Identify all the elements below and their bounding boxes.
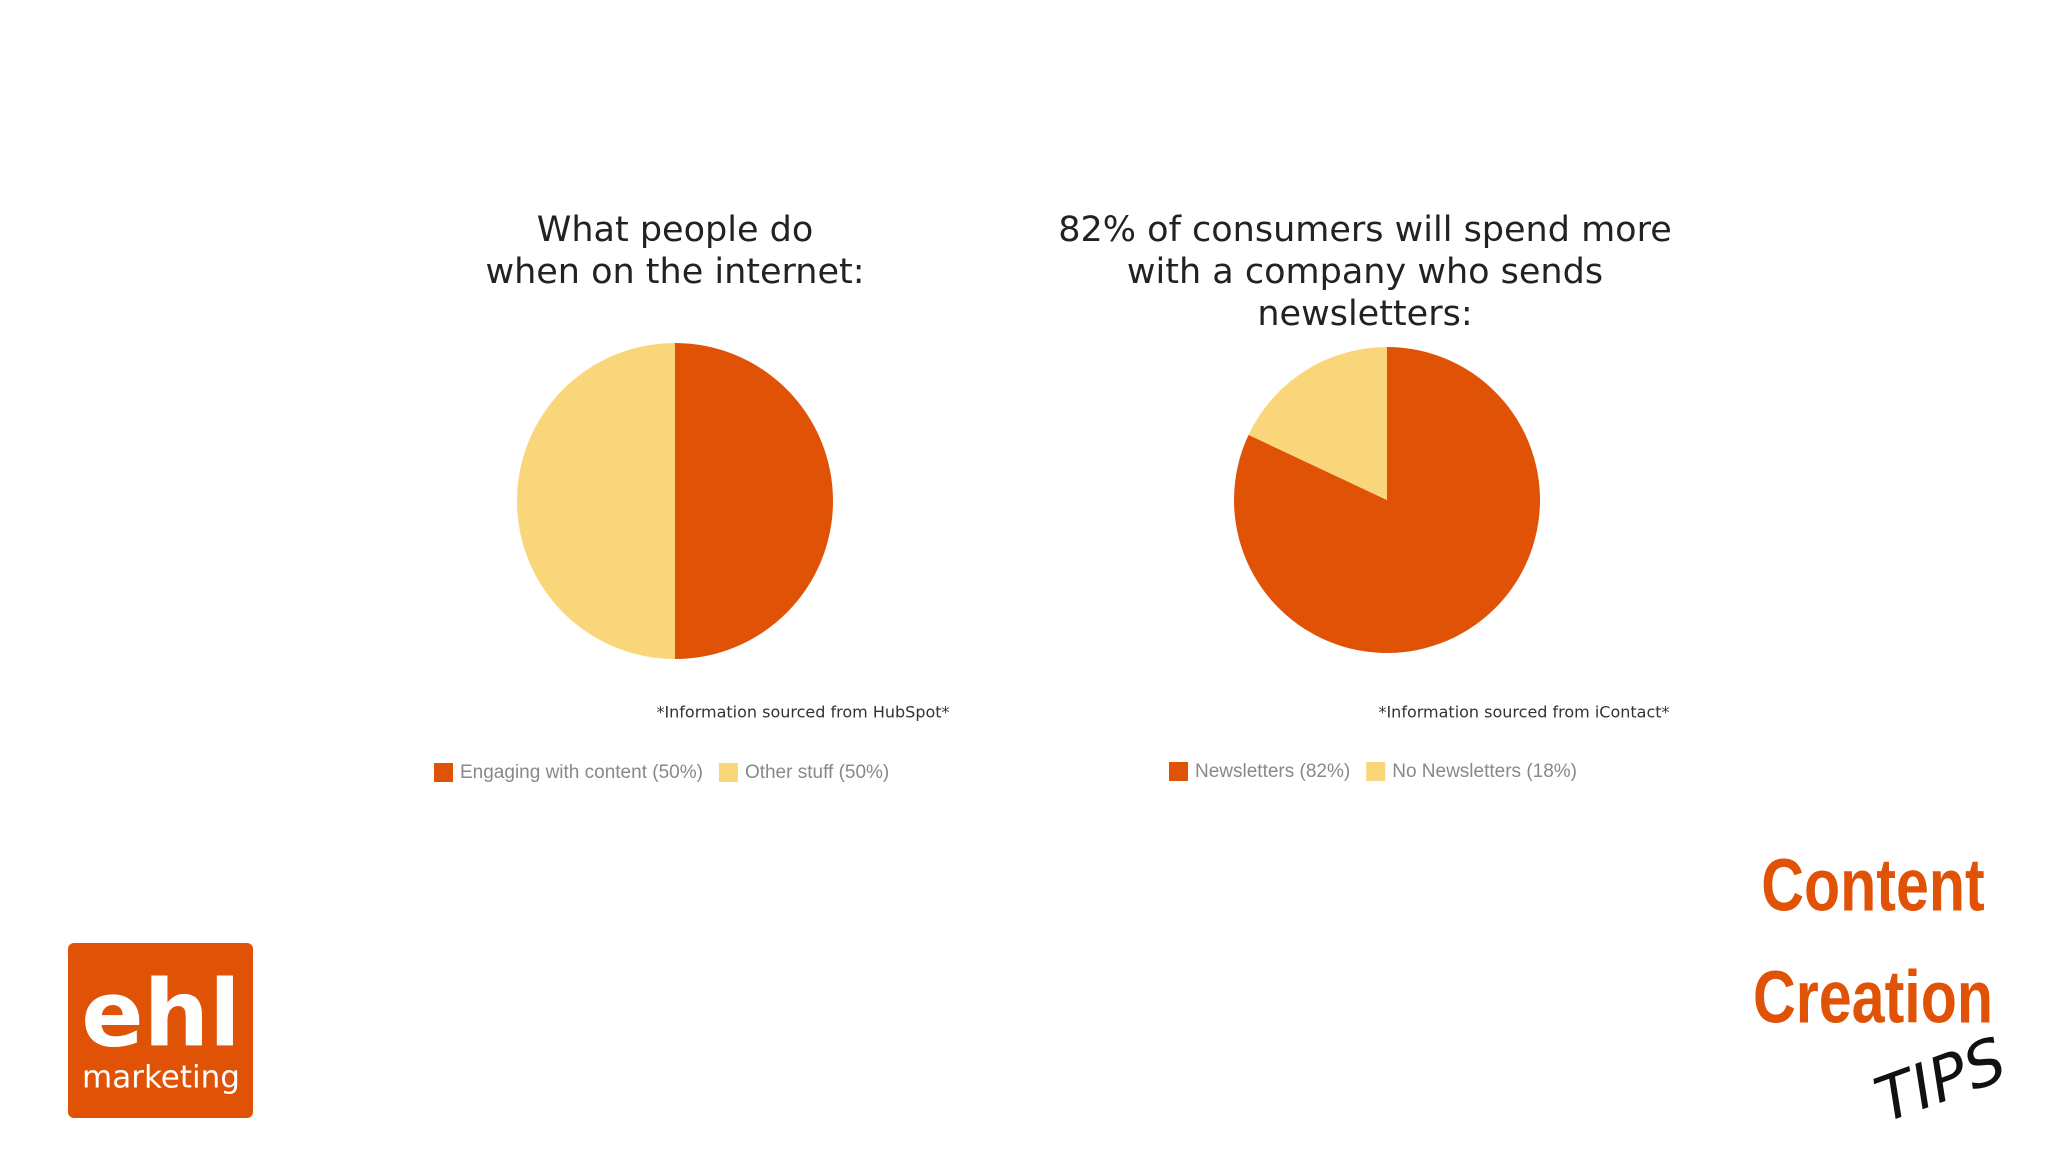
logo-subtext: marketing (82, 1060, 240, 1096)
source-note: *Information sourced from iContact* (1378, 703, 1669, 722)
logo-text: ehl (81, 960, 240, 1067)
pie-slice (675, 343, 833, 659)
legend-label: Other stuff (50%) (745, 762, 889, 783)
legend-swatch (718, 763, 738, 782)
chart-title: newsletters: (1257, 294, 1472, 334)
chart-title: What people do (537, 210, 813, 250)
chart-title: with a company who sends (1127, 252, 1603, 292)
legend-swatch (1366, 762, 1386, 781)
chart-title: 82% of consumers will spend more (1058, 210, 1672, 250)
legend-label: No Newsletters (18%) (1392, 761, 1577, 782)
chart-title: when on the internet: (485, 252, 864, 292)
heading: Creation (1753, 956, 1993, 1039)
pie-slice (517, 343, 675, 659)
source-note: *Information sourced from HubSpot* (656, 703, 949, 722)
legend-swatch (1169, 762, 1188, 781)
legend-swatch (434, 763, 453, 782)
logo-box (68, 943, 253, 1118)
tag: TIPS (1866, 1023, 2016, 1137)
legend-label: Newsletters (82%) (1195, 761, 1350, 782)
pie-slice (1248, 347, 1387, 500)
legend-label: Engaging with content (50%) (460, 762, 703, 783)
heading: Content (1761, 844, 1985, 927)
